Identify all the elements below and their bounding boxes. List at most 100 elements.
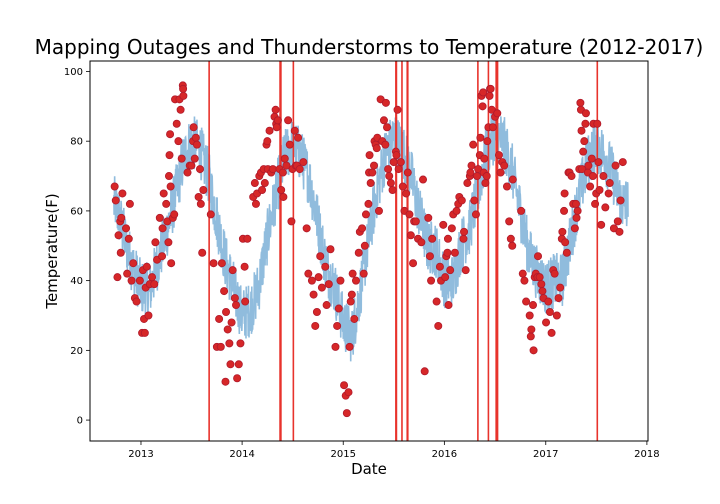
thunderstorm-point bbox=[351, 276, 360, 285]
thunderstorm-point bbox=[118, 189, 127, 198]
thunderstorm-point bbox=[601, 203, 610, 212]
thunderstorm-point bbox=[142, 262, 151, 271]
thunderstorm-point bbox=[287, 217, 296, 226]
thunderstorm-point bbox=[594, 158, 603, 167]
thunderstorm-point bbox=[272, 123, 281, 132]
thunderstorm-point bbox=[567, 172, 576, 181]
thunderstorm-point bbox=[189, 123, 198, 132]
thunderstorm-point bbox=[605, 179, 614, 188]
y-tick-label: 0 bbox=[77, 416, 83, 427]
thunderstorm-point bbox=[571, 199, 580, 208]
thunderstorm-point bbox=[233, 374, 242, 383]
thunderstorm-point bbox=[428, 234, 437, 243]
thunderstorm-point bbox=[364, 199, 373, 208]
thunderstorm-point bbox=[561, 238, 570, 247]
thunderstorm-point bbox=[226, 360, 235, 369]
thunderstorm-point bbox=[481, 179, 490, 188]
thunderstorm-point bbox=[615, 227, 624, 236]
thunderstorm-point bbox=[402, 189, 411, 198]
thunderstorm-point bbox=[500, 161, 509, 170]
thunderstorm-point bbox=[309, 290, 318, 299]
thunderstorm-point bbox=[232, 301, 241, 310]
thunderstorm-point bbox=[302, 224, 311, 233]
thunderstorm-point bbox=[365, 151, 374, 160]
thunderstorm-point bbox=[535, 273, 544, 282]
thunderstorm-point bbox=[155, 213, 164, 222]
thunderstorm-point bbox=[322, 301, 331, 310]
thunderstorm-point bbox=[234, 360, 243, 369]
thunderstorm-point bbox=[342, 409, 351, 418]
thunderstorm-point bbox=[558, 227, 567, 236]
thunderstorm-point bbox=[550, 269, 559, 278]
thunderstorm-point bbox=[206, 210, 215, 219]
thunderstorm-point bbox=[268, 165, 277, 174]
thunderstorm-point bbox=[345, 342, 354, 351]
thunderstorm-point bbox=[542, 318, 551, 327]
thunderstorm-point bbox=[159, 189, 168, 198]
thunderstorm-point bbox=[502, 182, 511, 191]
thunderstorm-point bbox=[336, 276, 345, 285]
thunderstorm-point bbox=[396, 158, 405, 167]
thunderstorm-point bbox=[419, 175, 428, 184]
thunderstorm-point bbox=[398, 182, 407, 191]
thunderstorm-point bbox=[372, 144, 381, 153]
thunderstorm-point bbox=[316, 252, 325, 261]
thunderstorm-point bbox=[123, 269, 132, 278]
thunderstorm-point bbox=[164, 238, 173, 247]
thunderstorm-point bbox=[334, 304, 343, 313]
thunderstorm-point bbox=[271, 105, 280, 114]
thunderstorm-point bbox=[250, 179, 259, 188]
thunderstorm-point bbox=[190, 154, 199, 163]
thunderstorm-point bbox=[560, 189, 569, 198]
thunderstorm-point bbox=[586, 182, 595, 191]
thunderstorm-point bbox=[383, 123, 392, 132]
thunderstorm-point bbox=[196, 199, 205, 208]
thunderstorm-point bbox=[366, 179, 375, 188]
y-tick-label: 80 bbox=[70, 137, 83, 148]
thunderstorm-point bbox=[466, 168, 475, 177]
thunderstorm-point bbox=[471, 210, 480, 219]
x-tick-label: 2013 bbox=[128, 449, 153, 460]
thunderstorm-point bbox=[417, 238, 426, 247]
thunderstorm-point bbox=[573, 206, 582, 215]
thunderstorm-point bbox=[482, 172, 491, 181]
thunderstorm-point bbox=[273, 116, 282, 125]
thunderstorm-point bbox=[124, 234, 133, 243]
thunderstorm-point bbox=[167, 259, 176, 268]
x-tick-label: 2014 bbox=[229, 449, 254, 460]
thunderstorm-point bbox=[346, 297, 355, 306]
thunderstorm-point bbox=[494, 151, 503, 160]
thunderstorm-point bbox=[192, 140, 201, 149]
y-axis: 0 20 40 60 80 100 bbox=[64, 67, 90, 427]
thunderstorm-point bbox=[359, 269, 368, 278]
thunderstorm-point bbox=[191, 133, 200, 142]
thunderstorm-point bbox=[411, 217, 420, 226]
thunderstorm-point bbox=[517, 206, 526, 215]
thunderstorm-point bbox=[562, 248, 571, 257]
thunderstorm-point bbox=[527, 325, 536, 334]
thunderstorm-point bbox=[368, 168, 377, 177]
thunderstorm-point bbox=[279, 192, 288, 201]
thunderstorm-point bbox=[230, 294, 239, 303]
thunderstorm-point bbox=[331, 342, 340, 351]
thunderstorm-point bbox=[552, 311, 561, 320]
thunderstorm-point bbox=[354, 248, 363, 257]
thunderstorm-point bbox=[148, 273, 157, 282]
x-axis-label: Date bbox=[351, 460, 387, 478]
thunderstorm-point bbox=[285, 140, 294, 149]
thunderstorm-point bbox=[150, 280, 159, 289]
thunderstorm-point bbox=[522, 297, 531, 306]
thunderstorm-point bbox=[220, 287, 229, 296]
x-axis: 2013 2014 2015 2016 2017 2018 bbox=[128, 441, 660, 460]
thunderstorm-point bbox=[386, 179, 395, 188]
thunderstorm-point bbox=[111, 196, 120, 205]
thunderstorm-point bbox=[340, 381, 349, 390]
thunderstorm-point bbox=[381, 140, 390, 149]
x-tick-label: 2018 bbox=[634, 449, 659, 460]
thunderstorm-point bbox=[389, 158, 398, 167]
thunderstorm-point bbox=[443, 234, 452, 243]
thunderstorm-point bbox=[480, 154, 489, 163]
y-axis-label: Temperature(F) bbox=[43, 193, 61, 309]
thunderstorm-point bbox=[295, 165, 304, 174]
thunderstorm-point bbox=[393, 105, 402, 114]
